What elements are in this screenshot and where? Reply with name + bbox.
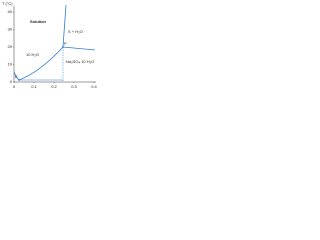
x-tick-label: 0.4	[91, 84, 97, 89]
point-marker	[62, 46, 64, 48]
upper-curve	[62, 4, 67, 48]
region-label: 10 H₂O	[26, 52, 39, 57]
region-label: S + H₂O	[68, 29, 83, 34]
x-tick-label: 0	[13, 84, 16, 89]
phase-diagram: T (°C) 40 30 20 10 00 0.1 0.2 0.3 0.4 Solution S…	[0, 0, 100, 93]
point-marker	[18, 79, 20, 81]
x-tick-label: 0.2	[51, 84, 57, 89]
region-label: Na₂SO₄ 10 H₂O	[66, 59, 94, 64]
y-tick-label: 10	[8, 62, 13, 67]
y-tick-label: 20	[8, 44, 13, 49]
x-tick-label: 0.3	[71, 84, 77, 89]
y-axis-title: T (°C)	[2, 1, 13, 6]
point-label: P	[64, 41, 67, 46]
y-tick-label: 0	[10, 79, 13, 84]
region-label: Solution	[30, 19, 47, 24]
point-label: E	[15, 74, 18, 79]
y-tick-label: 30	[8, 27, 13, 32]
x-tick-label: 0.1	[31, 84, 37, 89]
transition-line	[62, 46, 96, 51]
y-tick-label: 40	[8, 9, 13, 14]
